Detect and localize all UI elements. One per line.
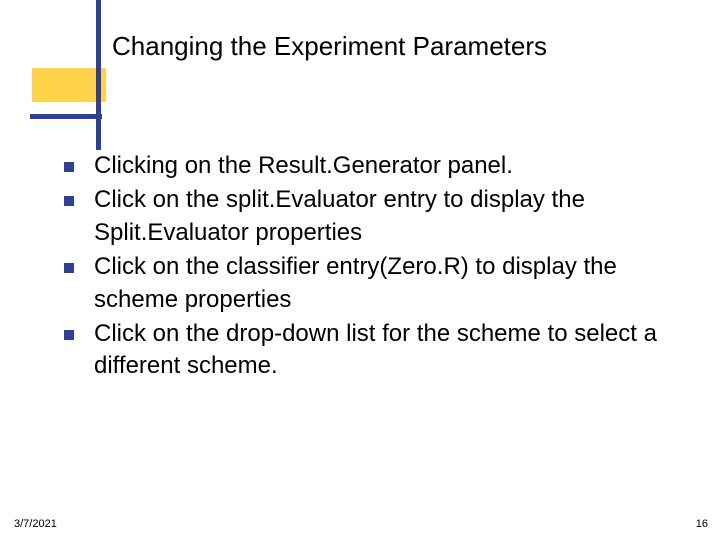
bullet-item: Click on the classifier entry(Zero.R) to… bbox=[64, 251, 664, 316]
slide-footer: 3/7/2021 16 bbox=[0, 510, 720, 530]
bullet-item: Click on the split.Evaluator entry to di… bbox=[64, 184, 664, 249]
slide-body: Clicking on the Result.Generator panel. … bbox=[64, 150, 664, 385]
slide-title: Changing the Experiment Parameters bbox=[112, 30, 632, 63]
decor-blue-vertical-bar bbox=[96, 0, 101, 150]
bullet-square-icon bbox=[64, 162, 74, 172]
bullet-square-icon bbox=[64, 263, 74, 273]
decor-blue-horizontal-bar bbox=[30, 114, 102, 119]
footer-date: 3/7/2021 bbox=[14, 518, 57, 530]
slide: Changing the Experiment Parameters Click… bbox=[0, 0, 720, 540]
decor-yellow-rect bbox=[32, 68, 106, 102]
footer-page-number: 16 bbox=[696, 518, 708, 530]
bullet-text: Click on the drop-down list for the sche… bbox=[94, 318, 664, 383]
bullet-item: Clicking on the Result.Generator panel. bbox=[64, 150, 664, 182]
bullet-square-icon bbox=[64, 196, 74, 206]
bullet-item: Click on the drop-down list for the sche… bbox=[64, 318, 664, 383]
bullet-text: Click on the classifier entry(Zero.R) to… bbox=[94, 251, 664, 316]
bullet-square-icon bbox=[64, 330, 74, 340]
slide-title-block: Changing the Experiment Parameters bbox=[112, 30, 632, 63]
bullet-text: Click on the split.Evaluator entry to di… bbox=[94, 184, 664, 249]
bullet-text: Clicking on the Result.Generator panel. bbox=[94, 150, 513, 182]
